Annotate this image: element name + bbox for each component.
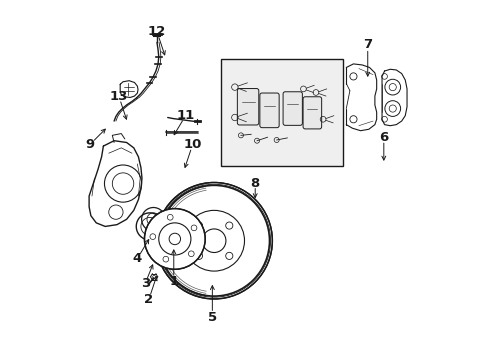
Bar (221, 59, 342, 166)
FancyBboxPatch shape (259, 93, 279, 128)
Circle shape (144, 208, 205, 269)
Text: 3: 3 (140, 277, 149, 290)
Text: 8: 8 (250, 177, 259, 190)
FancyBboxPatch shape (283, 92, 302, 125)
Text: 10: 10 (183, 138, 202, 151)
Text: 5: 5 (207, 311, 217, 324)
Circle shape (156, 183, 272, 299)
Text: 12: 12 (147, 25, 166, 38)
Text: 7: 7 (363, 38, 371, 51)
Text: 2: 2 (144, 293, 153, 306)
Text: 6: 6 (378, 131, 387, 144)
Text: 1: 1 (169, 275, 178, 288)
Text: 9: 9 (85, 138, 95, 151)
Text: 4: 4 (132, 252, 142, 265)
FancyBboxPatch shape (237, 89, 258, 125)
FancyBboxPatch shape (303, 97, 321, 129)
Text: 11: 11 (176, 109, 194, 122)
Text: 13: 13 (109, 90, 128, 103)
